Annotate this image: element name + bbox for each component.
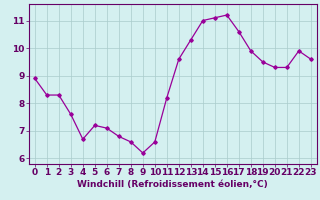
X-axis label: Windchill (Refroidissement éolien,°C): Windchill (Refroidissement éolien,°C) — [77, 180, 268, 189]
